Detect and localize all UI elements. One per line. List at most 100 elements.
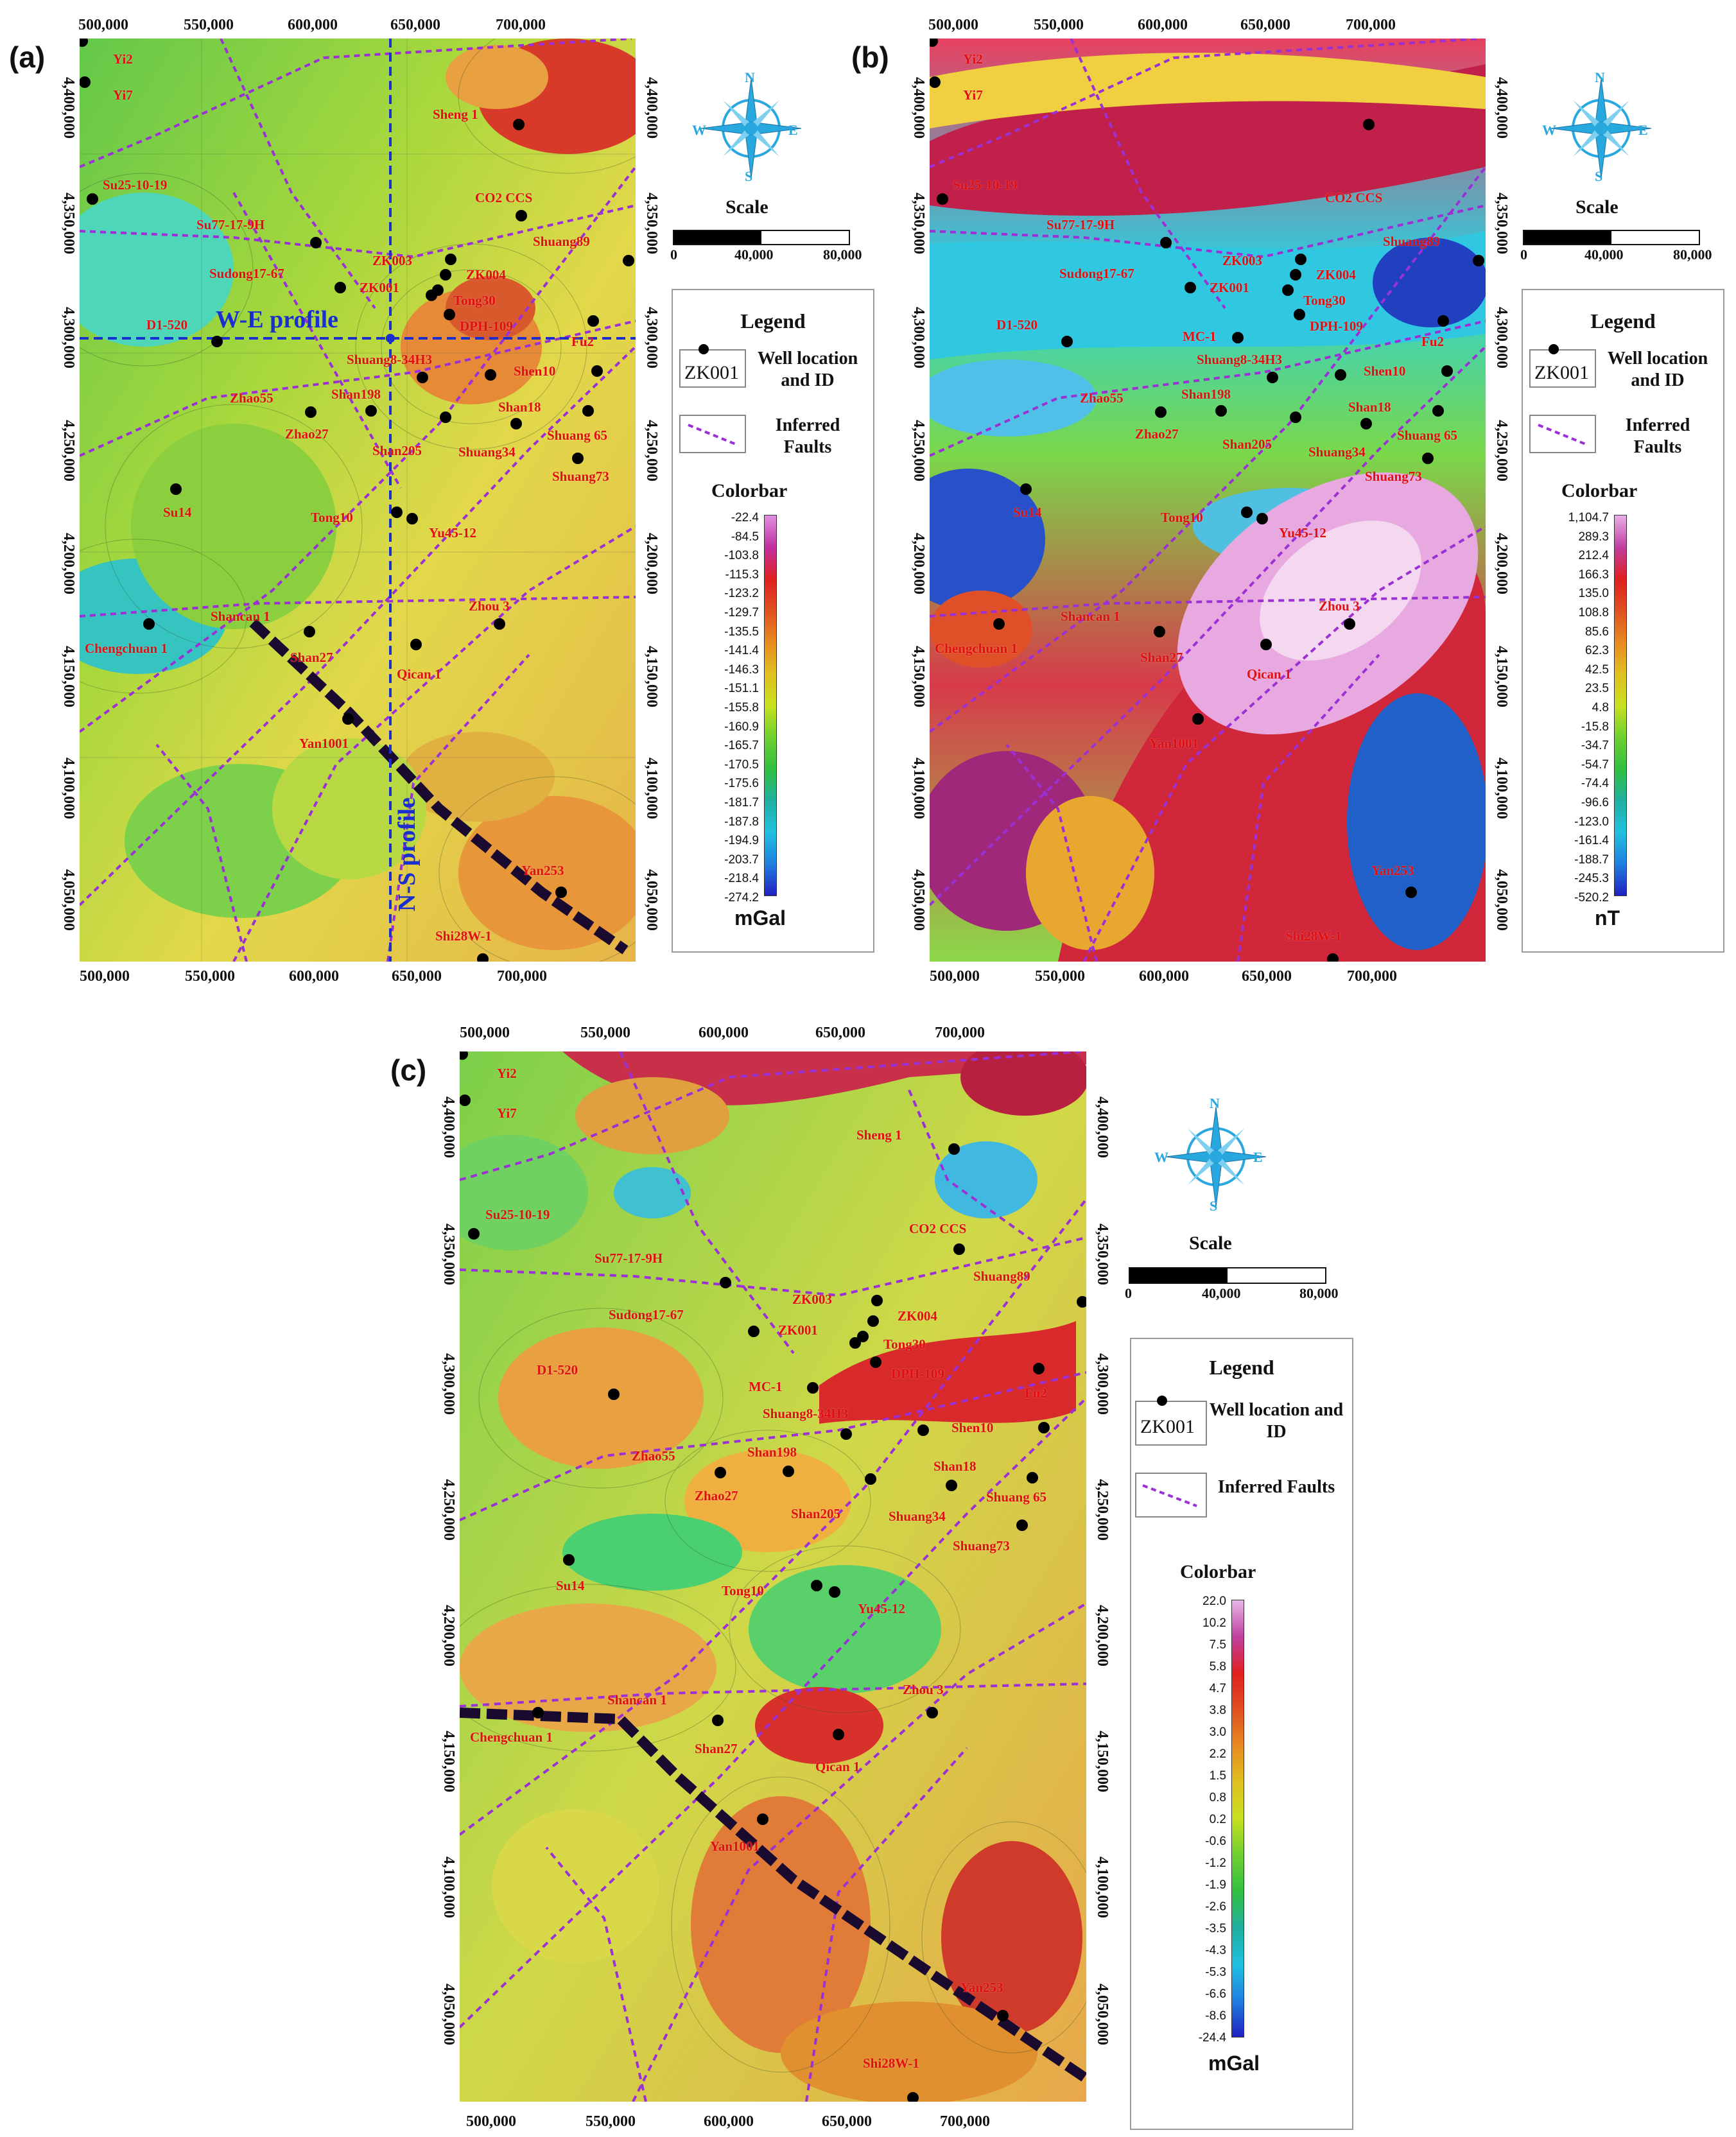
scale-tick: 80,000: [1299, 1285, 1339, 1301]
y-tick: 4,150,000: [643, 646, 660, 707]
colorbar: [1614, 515, 1627, 896]
colorbar-tick-label: -0.6: [1205, 1835, 1226, 1848]
scale-bar: [1523, 230, 1700, 245]
well-label: Sudong17-67: [209, 266, 284, 281]
colorbar-tick-label: 1,104.7: [1568, 511, 1609, 524]
well-symbol: [1529, 349, 1596, 388]
well-label: D1-520: [146, 317, 188, 333]
compass-n: N: [745, 69, 755, 85]
scale-tick: 40,000: [734, 247, 774, 263]
well-label: Shan205: [1222, 437, 1272, 452]
x-tick: 650,000: [392, 968, 442, 985]
x-tick: 650,000: [390, 17, 440, 33]
scale-tick: 80,000: [1673, 247, 1712, 263]
colorbar-tick-label: -218.4: [724, 872, 759, 885]
well-label: Shuang89: [533, 234, 590, 249]
y-tick: 4,200,000: [440, 1605, 457, 1666]
legend-c: Legend ZK001 Well location and ID Inferr…: [1130, 1338, 1353, 2130]
compass-n: N: [1210, 1095, 1220, 1111]
well-label: Yu45-12: [1279, 525, 1326, 541]
x-tick: 600,000: [1138, 17, 1188, 33]
well-label: Yan253: [960, 1980, 1003, 1995]
colorbar-tick-label: -3.5: [1205, 1922, 1226, 1935]
colorbar-tick-label: 289.3: [1578, 530, 1609, 544]
colorbar-tick-label: -245.3: [1574, 872, 1609, 885]
x-tick: 550,000: [586, 2113, 636, 2130]
well-label: MC-1: [1183, 329, 1217, 344]
y-tick: 4,400,000: [643, 77, 660, 139]
well-label: CO2 CCS: [475, 190, 533, 205]
y-tick: 4,300,000: [60, 307, 77, 368]
y-tick: 4,050,000: [1493, 869, 1510, 931]
scale-tick: 0: [1125, 1285, 1132, 1301]
colorbar-tick-label: 5.8: [1209, 1660, 1226, 1674]
well-label: Yi7: [963, 87, 983, 103]
panel-b-letter: (b): [851, 40, 889, 74]
scale-tick: 40,000: [1584, 247, 1624, 263]
compass-rose-icon: [700, 78, 802, 179]
y-tick: 4,250,000: [1094, 1479, 1111, 1541]
x-tick: 600,000: [289, 968, 339, 985]
well-label: CO2 CCS: [909, 1221, 967, 1236]
colorbar-labels: 1,104.7 289.3 212.4 166.3 135.0 108.8 85.6 62.3…: [1523, 511, 1609, 904]
well-symbol: [1135, 1401, 1207, 1446]
colorbar-tick-label: -5.3: [1205, 1966, 1226, 1979]
scale-bar: [1129, 1267, 1326, 1284]
colorbar-tick-label: -170.5: [724, 758, 759, 772]
well-label: Su77-17-9H: [196, 217, 265, 232]
colorbar-tick-label: -165.7: [724, 739, 759, 752]
well-label: Shan27: [290, 650, 333, 665]
x-tick: 650,000: [822, 2113, 872, 2130]
well-label: Tong30: [453, 293, 496, 308]
x-tick: 700,000: [497, 968, 547, 985]
colorbar-tick-label: 4.8: [1592, 701, 1609, 714]
y-tick: 4,150,000: [60, 646, 77, 707]
y-tick: 4,300,000: [440, 1353, 457, 1415]
colorbar-tick-label: 10.2: [1202, 1616, 1226, 1630]
y-tick: 4,300,000: [643, 307, 660, 368]
y-tick: 4,250,000: [910, 420, 927, 481]
well-symbol-id: ZK001: [1534, 362, 1589, 383]
well-label: Shan18: [933, 1458, 976, 1474]
x-tick: 650,000: [1240, 17, 1290, 33]
well-label: Yan1001: [299, 736, 349, 751]
x-tick: 600,000: [288, 17, 338, 33]
colorbar-tick-label: -194.9: [724, 834, 759, 847]
x-tick: 550,000: [1035, 968, 1085, 985]
well-label: Chengchuan 1: [470, 1729, 553, 1745]
well-label: Zhao55: [230, 390, 273, 406]
compass-e: E: [1253, 1149, 1263, 1165]
colorbar-tick-label: 3.0: [1209, 1726, 1226, 1739]
well-label: DPH-109: [1310, 318, 1363, 334]
legend-fault-text: Inferred Faults: [775, 415, 840, 457]
well-label: Shancan 1: [1061, 609, 1120, 624]
colorbar-tick-label: 22.0: [1202, 1595, 1226, 1608]
colorbar: [1231, 1600, 1244, 2038]
well-label: Yi7: [113, 87, 133, 103]
well-label: Shan198: [1181, 386, 1231, 402]
well-label: Shuang73: [1365, 469, 1422, 484]
ns-profile-label: N-S profile: [394, 797, 421, 912]
well-label: Shuang89: [1383, 234, 1440, 249]
well-label: Shuang34: [458, 444, 516, 460]
colorbar-tick-label: 212.4: [1578, 549, 1609, 562]
well-label: ZK004: [898, 1308, 937, 1324]
well-label: Zhou 3: [903, 1682, 944, 1697]
compass-w: W: [692, 122, 706, 138]
fault-line-icon: [688, 424, 736, 446]
scale-bar: [673, 230, 850, 245]
well-label: Sudong17-67: [609, 1307, 684, 1322]
well-label: ZK001: [778, 1322, 818, 1338]
colorbar-tick-label: 166.3: [1578, 568, 1609, 582]
well-label: ZK004: [466, 267, 506, 282]
well-dot-icon: [1157, 1396, 1167, 1406]
colorbar-labels: -22.4 -84.5 -103.8 -115.3 -123.2 -129.7 -135.5…: [673, 511, 759, 904]
colorbar-tick-label: -146.3: [724, 663, 759, 677]
y-tick: 4,400,000: [1094, 1096, 1111, 1158]
y-tick: 4,300,000: [1094, 1353, 1111, 1415]
colorbar-tick-label: -1.2: [1205, 1856, 1226, 1870]
well-label: Shan18: [1348, 399, 1391, 415]
y-tick: 4,050,000: [440, 1984, 457, 2045]
well-label: Yi2: [113, 51, 133, 67]
panel-a-letter: (a): [9, 40, 46, 74]
